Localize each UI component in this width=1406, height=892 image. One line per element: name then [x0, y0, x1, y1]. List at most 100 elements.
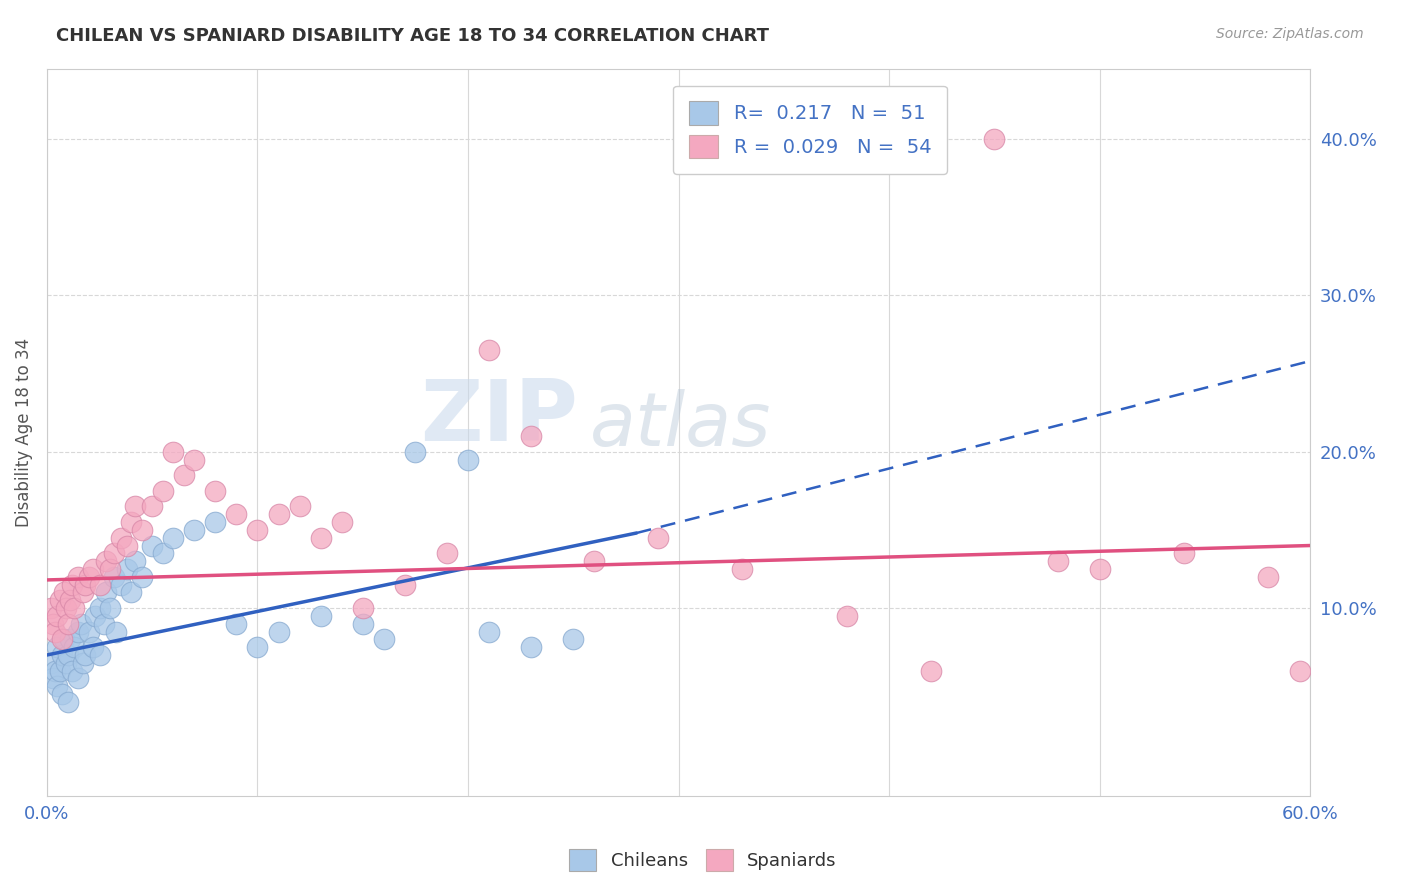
Point	[309, 531, 332, 545]
Point	[1288, 664, 1310, 678]
Point	[60, 577, 83, 591]
Legend: R=  0.217   N =  51, R =  0.029   N =  54: R= 0.217 N = 51, R = 0.029 N = 54	[673, 86, 946, 174]
Point	[69, 616, 91, 631]
Point	[404, 444, 426, 458]
Point	[56, 616, 79, 631]
Point	[55, 656, 77, 670]
Point	[141, 500, 163, 514]
Point	[82, 562, 104, 576]
Point	[647, 531, 669, 545]
Point	[48, 593, 70, 607]
Point	[59, 632, 82, 647]
Point	[204, 515, 226, 529]
Point	[131, 523, 153, 537]
Point	[63, 640, 86, 655]
Point	[73, 577, 96, 591]
Point	[60, 664, 83, 678]
Point	[103, 546, 125, 560]
Point	[110, 577, 132, 591]
Point	[309, 608, 332, 623]
Point	[457, 452, 479, 467]
Point	[67, 624, 90, 639]
Point	[98, 562, 121, 576]
Point	[115, 539, 138, 553]
Point	[72, 656, 94, 670]
Point	[562, 632, 585, 647]
Point	[51, 632, 73, 647]
Point	[55, 601, 77, 615]
Point	[436, 546, 458, 560]
Point	[94, 585, 117, 599]
Point	[225, 616, 247, 631]
Point	[115, 562, 138, 576]
Point	[352, 616, 374, 631]
Text: ZIP: ZIP	[420, 376, 578, 459]
Point	[98, 601, 121, 615]
Point	[267, 624, 290, 639]
Point	[77, 624, 100, 639]
Point	[93, 616, 115, 631]
Point	[39, 601, 62, 615]
Point	[124, 554, 146, 568]
Y-axis label: Disability Age 18 to 34: Disability Age 18 to 34	[15, 337, 32, 526]
Legend: Chileans, Spaniards: Chileans, Spaniards	[562, 842, 844, 879]
Point	[520, 429, 543, 443]
Point	[52, 585, 75, 599]
Point	[82, 640, 104, 655]
Point	[46, 640, 69, 655]
Point	[51, 648, 73, 662]
Point	[478, 624, 501, 639]
Point	[173, 468, 195, 483]
Point	[1088, 562, 1111, 576]
Point	[51, 687, 73, 701]
Point	[330, 515, 353, 529]
Point	[731, 562, 754, 576]
Point	[73, 648, 96, 662]
Point	[39, 656, 62, 670]
Point	[1046, 554, 1069, 568]
Point	[152, 546, 174, 560]
Point	[94, 554, 117, 568]
Point	[152, 483, 174, 498]
Point	[52, 632, 75, 647]
Point	[1257, 570, 1279, 584]
Point	[583, 554, 606, 568]
Point	[44, 664, 66, 678]
Point	[204, 483, 226, 498]
Point	[63, 601, 86, 615]
Point	[103, 570, 125, 584]
Text: atlas: atlas	[591, 389, 772, 461]
Point	[225, 508, 247, 522]
Point	[373, 632, 395, 647]
Point	[77, 570, 100, 584]
Point	[267, 508, 290, 522]
Point	[46, 679, 69, 693]
Point	[105, 624, 128, 639]
Point	[394, 577, 416, 591]
Point	[478, 343, 501, 357]
Point	[89, 577, 111, 591]
Point	[983, 132, 1005, 146]
Point	[246, 640, 269, 655]
Point	[89, 648, 111, 662]
Point	[131, 570, 153, 584]
Point	[835, 608, 858, 623]
Point	[162, 444, 184, 458]
Point	[352, 601, 374, 615]
Point	[42, 616, 65, 631]
Point	[288, 500, 311, 514]
Text: CHILEAN VS SPANIARD DISABILITY AGE 18 TO 34 CORRELATION CHART: CHILEAN VS SPANIARD DISABILITY AGE 18 TO…	[56, 27, 769, 45]
Point	[42, 672, 65, 686]
Point	[89, 601, 111, 615]
Point	[246, 523, 269, 537]
Point	[183, 452, 205, 467]
Point	[120, 585, 142, 599]
Text: Source: ZipAtlas.com: Source: ZipAtlas.com	[1216, 27, 1364, 41]
Point	[120, 515, 142, 529]
Point	[48, 664, 70, 678]
Point	[141, 539, 163, 553]
Point	[84, 608, 107, 623]
Point	[72, 585, 94, 599]
Point	[67, 672, 90, 686]
Point	[920, 664, 942, 678]
